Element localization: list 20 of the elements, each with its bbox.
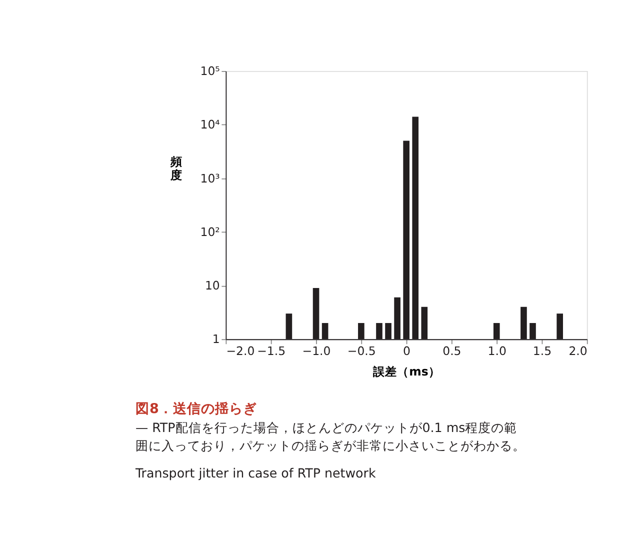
y-tick-label: 1 (212, 332, 220, 346)
y-tick-label: 10 (204, 278, 220, 293)
x-tick-label: −2.0 (226, 344, 255, 358)
text: Transport jitter in case of RTP network (134, 465, 376, 480)
y-tick-label: 10² (200, 224, 220, 239)
y-tick-label: 10⁵ (200, 64, 220, 78)
y-tick-label: 10³ (200, 171, 220, 186)
text: 図8．送信の揺らぎ (135, 401, 257, 418)
y-tick-label: 10⁴ (200, 118, 220, 132)
text: — RTP配信を行った場合，ほとんどのパケットが0.1 ms程度の範囲に入っており，パケットの揺らぎが非常に小さいことがわかる。 (135, 420, 526, 454)
x-tick-label: 0 (403, 344, 411, 358)
x-tick-label: −1.5 (257, 344, 286, 358)
x-tick-label: 1.5 (532, 344, 552, 358)
x-axis-title: 誤差（ms） (372, 364, 440, 379)
y-axis-title: 頻度 (170, 154, 183, 182)
x-tick-label: −1.0 (302, 344, 331, 358)
x-tick-label: −0.5 (347, 344, 376, 358)
x-tick-label: 2.0 (568, 344, 588, 358)
x-tick-label: 1.0 (488, 344, 506, 358)
x-tick-label: 0.5 (442, 344, 462, 358)
